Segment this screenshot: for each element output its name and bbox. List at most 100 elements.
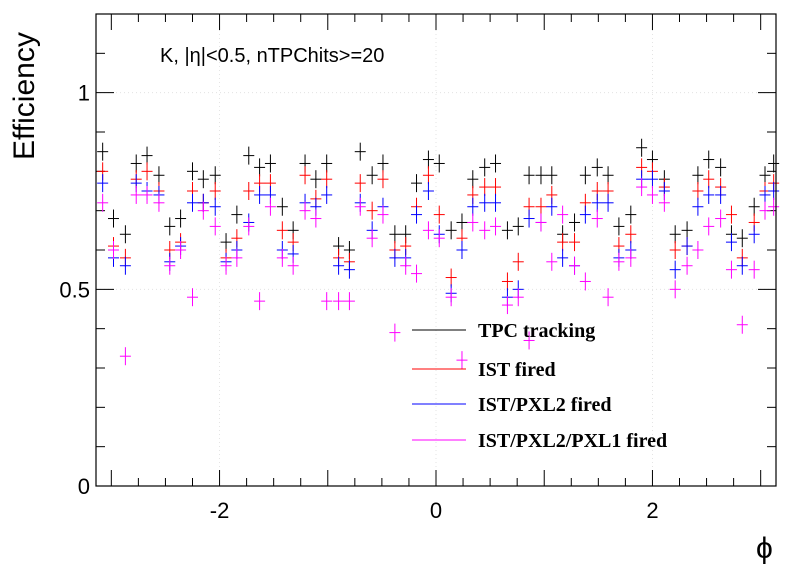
data-point — [579, 166, 591, 185]
data-point — [354, 142, 366, 161]
data-point — [736, 315, 748, 334]
data-point — [579, 272, 591, 291]
data-point — [467, 197, 479, 216]
data-point — [715, 185, 727, 204]
data-point — [299, 201, 311, 220]
data-point — [456, 213, 468, 232]
data-point — [130, 185, 142, 204]
data-point — [669, 241, 681, 259]
y-tick-label: 0.5 — [59, 277, 90, 302]
data-point — [276, 248, 288, 267]
y-axis-title: Efficiency — [8, 32, 41, 160]
data-point — [523, 331, 535, 350]
data-point — [479, 193, 491, 212]
data-point — [501, 221, 513, 240]
data-point — [703, 150, 715, 169]
legend: TPC tracking IST fired IST/PXL2 fired IS… — [412, 320, 667, 452]
data-point — [321, 292, 333, 311]
data-point — [243, 182, 255, 200]
data-point — [725, 205, 737, 224]
data-point — [501, 272, 513, 291]
data-point — [512, 217, 524, 236]
data-point — [467, 170, 479, 189]
data-point — [107, 241, 119, 259]
series-0 — [97, 138, 780, 259]
data-point — [625, 225, 637, 244]
data-point — [602, 193, 614, 212]
x-axis-title: ϕ — [756, 532, 773, 565]
data-point — [703, 170, 715, 189]
data-point — [119, 347, 131, 366]
data-point — [557, 233, 569, 252]
data-point — [333, 292, 345, 311]
data-point — [389, 323, 401, 342]
data-point — [411, 205, 423, 224]
data-point — [310, 170, 322, 189]
data-point — [141, 146, 153, 165]
data-point — [602, 288, 614, 307]
data-point — [636, 138, 648, 157]
axis-ticks: -2 0 2 0 0.5 1 — [59, 13, 776, 523]
data-point — [591, 209, 603, 228]
legend-label-tpc-tracking: TPC tracking — [478, 320, 595, 342]
data-point — [366, 166, 378, 185]
data-point — [569, 256, 581, 275]
data-point — [557, 248, 569, 267]
data-point — [433, 154, 445, 173]
data-point — [692, 166, 704, 185]
data-point — [243, 217, 255, 236]
data-point — [141, 162, 153, 181]
data-point — [692, 182, 704, 200]
data-point — [153, 166, 165, 185]
data-point — [377, 154, 389, 173]
data-point — [119, 225, 131, 244]
data-point — [333, 256, 345, 275]
data-point — [591, 158, 603, 177]
data-point — [715, 209, 727, 228]
data-point — [501, 296, 513, 315]
data-point — [768, 197, 780, 216]
data-point — [445, 288, 457, 307]
data-point — [186, 193, 198, 212]
data-point — [569, 213, 581, 232]
data-point — [366, 229, 378, 248]
data-point — [422, 182, 434, 200]
data-point — [354, 174, 366, 193]
data-point — [768, 182, 780, 200]
y-tick-label: 1 — [78, 81, 90, 106]
data-point — [759, 166, 771, 185]
data-point — [164, 217, 176, 236]
data-point — [231, 248, 243, 267]
data-point — [456, 241, 468, 259]
data-point — [523, 166, 535, 185]
data-point — [310, 209, 322, 228]
data-point — [535, 197, 547, 216]
data-point — [321, 170, 333, 189]
data-point — [343, 292, 355, 311]
data-point — [264, 154, 276, 173]
data-point — [490, 193, 502, 212]
y-tick-label: 0 — [78, 474, 90, 499]
plot-frame — [95, 13, 777, 487]
data-point — [456, 351, 468, 370]
data-point — [681, 256, 693, 275]
data-point — [658, 193, 670, 212]
x-tick-label: 0 — [430, 498, 442, 523]
data-point — [141, 185, 153, 204]
data-point — [254, 185, 266, 204]
data-point — [377, 205, 389, 224]
data-point — [354, 197, 366, 216]
data-point — [299, 166, 311, 185]
data-point — [736, 256, 748, 275]
legend-label-ist-pxl2-pxl1-fired: IST/PXL2/PXL1 fired — [478, 430, 667, 452]
data-point — [287, 256, 299, 275]
data-point — [579, 205, 591, 224]
data-point — [512, 252, 524, 271]
data-point — [97, 142, 109, 161]
data-point — [692, 241, 704, 259]
data-point — [422, 221, 434, 240]
data-point — [400, 256, 412, 275]
data-point — [759, 185, 771, 204]
data-point — [276, 221, 288, 240]
data-point — [153, 193, 165, 212]
